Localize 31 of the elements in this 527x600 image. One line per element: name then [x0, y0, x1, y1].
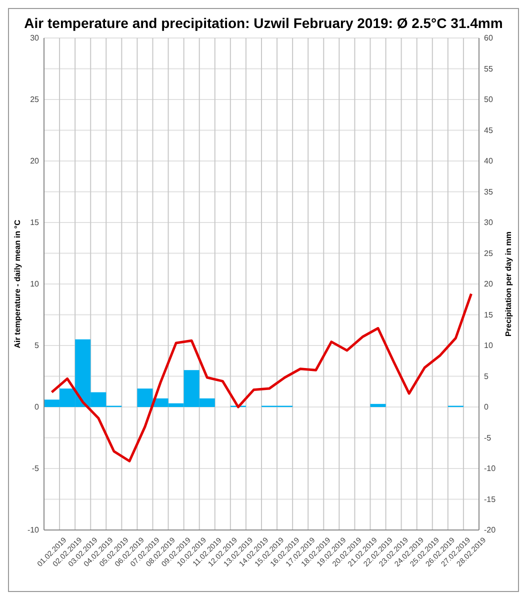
y2-tick-label: 45: [484, 126, 494, 135]
y-tick-label: 15: [30, 218, 40, 228]
y2-tick-label: 10: [484, 341, 494, 350]
y2-tick-label: 0: [484, 402, 489, 412]
y-tick-label: -5: [32, 464, 40, 474]
y-tick-label: -10: [27, 526, 40, 535]
y-tick-label: 25: [30, 95, 40, 104]
chart-title: Air temperature and precipitation: Uzwil February 2019: Ø 2.5°C 31.4mm: [24, 15, 503, 31]
y-tick-label: 20: [30, 156, 40, 166]
y2-tick-label: -15: [484, 494, 496, 504]
y-tick-label: 0: [34, 402, 40, 412]
y2-tick-label: 50: [484, 95, 494, 104]
y2-tick-label: -20: [484, 526, 496, 535]
y-tick-label: 5: [34, 341, 40, 350]
y-tick-label: 10: [30, 280, 40, 289]
y2-axis-title: Precipitation per day in mm: [504, 232, 513, 336]
y2-tick-label: 5: [484, 372, 489, 381]
bar: [370, 404, 386, 407]
y2-tick-label: 60: [484, 34, 494, 43]
y2-tick-label: 30: [484, 218, 494, 228]
line-series: [50, 292, 472, 462]
y2-tick-label: 20: [484, 280, 494, 289]
y2-tick-label: 55: [484, 64, 494, 74]
y-axis-title: Air temperature - daily mean in °C: [13, 220, 22, 348]
y2-tick-label: 35: [484, 187, 494, 196]
y-tick-label: 30: [30, 34, 40, 43]
y2-tick-label: 25: [484, 248, 494, 258]
y2-tick-label: -10: [484, 464, 496, 474]
y2-tick-label: -5: [484, 433, 492, 442]
y2-tick-label: 40: [484, 156, 494, 166]
y2-tick-label: 15: [484, 310, 494, 320]
